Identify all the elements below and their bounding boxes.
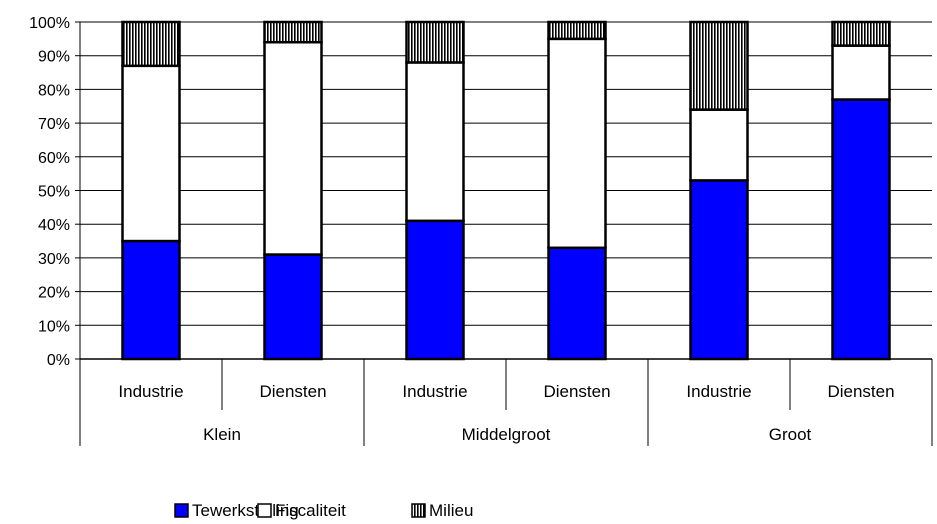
y-tick-label: 30% [38, 251, 70, 268]
x-category-label: Diensten [543, 382, 610, 401]
x-group-label: Groot [769, 425, 812, 444]
x-category-label: Diensten [827, 382, 894, 401]
x-category-label: Diensten [259, 382, 326, 401]
legend-label: Tewerkstelling [192, 501, 299, 520]
y-tick-label: 40% [38, 217, 70, 234]
bar-segment-fiscaliteit [263, 40, 323, 256]
legend-swatch-fiscaliteit [257, 503, 272, 518]
bar-segment-milieu [689, 20, 749, 111]
bar-segment-fiscaliteit [121, 64, 181, 243]
legend-swatch-tewerkstelling [174, 503, 189, 518]
bar-segment-fiscaliteit [831, 44, 891, 101]
y-tick-label: 20% [38, 285, 70, 302]
bar-segment-fiscaliteit [405, 61, 465, 223]
legend-label: Fiscaliteit [275, 501, 346, 520]
bar-segment-tewerkstelling [831, 98, 891, 361]
x-category-label: Industrie [118, 382, 183, 401]
bar-segment-tewerkstelling [547, 246, 607, 361]
axes [79, 22, 933, 446]
x-axis-group-labels: Klein Middelgroot Groot [203, 425, 811, 444]
y-tick-label: 60% [38, 150, 70, 167]
y-axis-tick-labels: 0% 10% 20% 30% 40% 50% 60% 70% 80% 90% 100% [29, 15, 70, 369]
y-tick-label: 10% [38, 318, 70, 335]
y-tick-label: 70% [38, 116, 70, 133]
bar-segment-fiscaliteit [689, 108, 749, 182]
x-category-label: Industrie [402, 382, 467, 401]
bar-segment-tewerkstelling [405, 219, 465, 361]
bar-segment-milieu [831, 20, 891, 47]
y-tick-label: 50% [38, 184, 70, 201]
gridlines [75, 21, 932, 360]
bar-segment-tewerkstelling [121, 239, 181, 361]
x-category-label: Industrie [686, 382, 751, 401]
bar-segment-milieu [547, 20, 607, 41]
legend-swatch-milieu [411, 503, 426, 518]
bar-segment-milieu [263, 20, 323, 44]
bar-segment-milieu [121, 20, 181, 68]
x-group-label: Middelgroot [462, 425, 551, 444]
bars [121, 20, 891, 361]
bar-segment-fiscaliteit [547, 37, 607, 250]
y-tick-label: 100% [29, 15, 70, 32]
y-tick-label: 80% [38, 82, 70, 99]
bar-segment-tewerkstelling [689, 179, 749, 361]
bar-segment-milieu [405, 20, 465, 64]
y-tick-label: 90% [38, 49, 70, 66]
y-tick-label: 0% [47, 352, 70, 369]
bar-segment-tewerkstelling [263, 253, 323, 361]
x-group-label: Klein [203, 425, 241, 444]
x-axis-category-labels: Industrie Diensten Industrie Diensten Indust… [118, 382, 894, 401]
legend-label: Milieu [429, 501, 473, 520]
